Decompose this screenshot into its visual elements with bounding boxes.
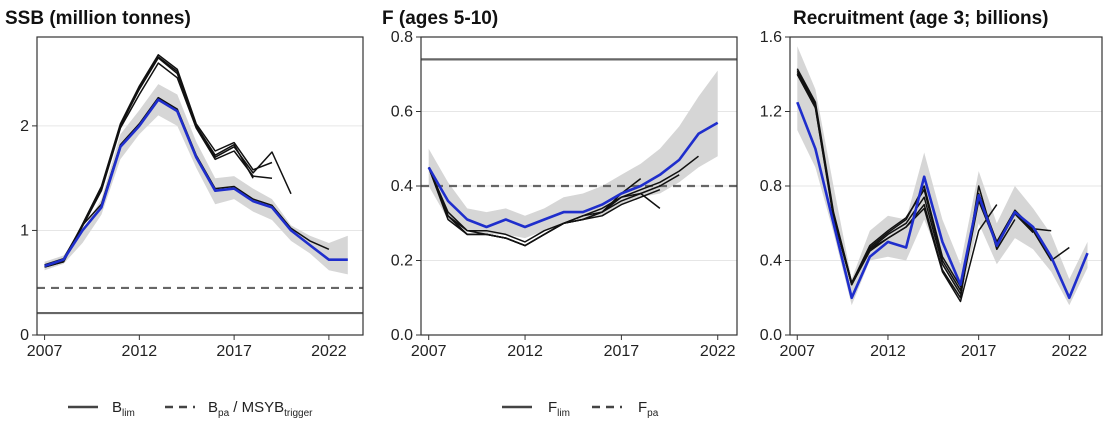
f-ytick-label: 0.6 (391, 104, 413, 121)
f-ytick-label: 0.4 (391, 178, 413, 195)
ssb-title: SSB (million tonnes) (5, 8, 191, 29)
f-xtick-label: 2022 (700, 343, 736, 360)
f-ytick-label: 0.0 (391, 327, 413, 344)
f-ytick-label: 0.8 (391, 29, 413, 46)
ssb-xtick-label: 2022 (311, 343, 347, 360)
ssb-ytick-label: 1 (20, 222, 29, 239)
f-legend: Flim Fpa (502, 399, 659, 419)
f-title: F (ages 5-10) (382, 8, 498, 29)
ssb-xtick-label: 2012 (122, 343, 158, 360)
f-xtick-label: 2012 (507, 343, 543, 360)
recruitment-confidence-band (797, 46, 1088, 306)
legend-blim-label: Blim (112, 399, 135, 419)
ssb-panel: SSB (million tonnes) 0 1 2 2007 2012 2017 2022 (5, 8, 364, 360)
recruitment-xtick-label: 2022 (1052, 343, 1088, 360)
legend-bpa-label: Bpa / MSYBtrigger (208, 399, 313, 419)
f-confidence-band (428, 70, 718, 239)
f-panel: F (ages 5-10) 0.0 0.2 0.4 0.6 0.8 2007 2012 2017… (382, 8, 738, 360)
legend-flim-label: Flim (548, 399, 570, 419)
recruitment-final-assessment-line (796, 101, 1089, 300)
recruitment-ytick-label: 0.8 (760, 178, 782, 195)
ssb-retrospective-line (44, 62, 273, 267)
ssb-final-assessment-line (44, 98, 348, 268)
ssb-ytick-label: 0 (20, 327, 29, 344)
f-xtick-label: 2007 (411, 343, 447, 360)
f-final-assessment-line (427, 121, 719, 229)
recruitment-xtick-label: 2007 (779, 343, 815, 360)
recruitment-ytick-label: 1.6 (760, 29, 782, 46)
ssb-legend: Blim Bpa / MSYBtrigger (68, 399, 313, 419)
recruitment-ytick-label: 1.2 (760, 104, 782, 121)
recruitment-ytick-label: 0.0 (760, 327, 782, 344)
f-xtick-label: 2017 (604, 343, 640, 360)
f-retrospective-line (428, 167, 661, 247)
recruitment-retrospective-line (796, 73, 998, 303)
recruitment-xtick-label: 2012 (870, 343, 906, 360)
f-ytick-label: 0.2 (391, 253, 413, 270)
recruitment-ytick-label: 0.4 (760, 253, 782, 270)
ssb-xtick-label: 2007 (27, 343, 63, 360)
ssb-ytick-label: 2 (20, 118, 29, 135)
recruitment-retrospective-line (796, 68, 1070, 292)
recruitment-panel: Recruitment (age 3; billions) 0.0 0.4 0.8 1.… (760, 8, 1103, 360)
recruitment-xtick-label: 2017 (961, 343, 997, 360)
ssb-confidence-band (44, 84, 348, 275)
recruitment-title: Recruitment (age 3; billions) (793, 8, 1048, 29)
legend-fpa-label: Fpa (638, 399, 659, 419)
ssb-xtick-label: 2017 (216, 343, 252, 360)
ssb-plot-frame (36, 36, 364, 336)
